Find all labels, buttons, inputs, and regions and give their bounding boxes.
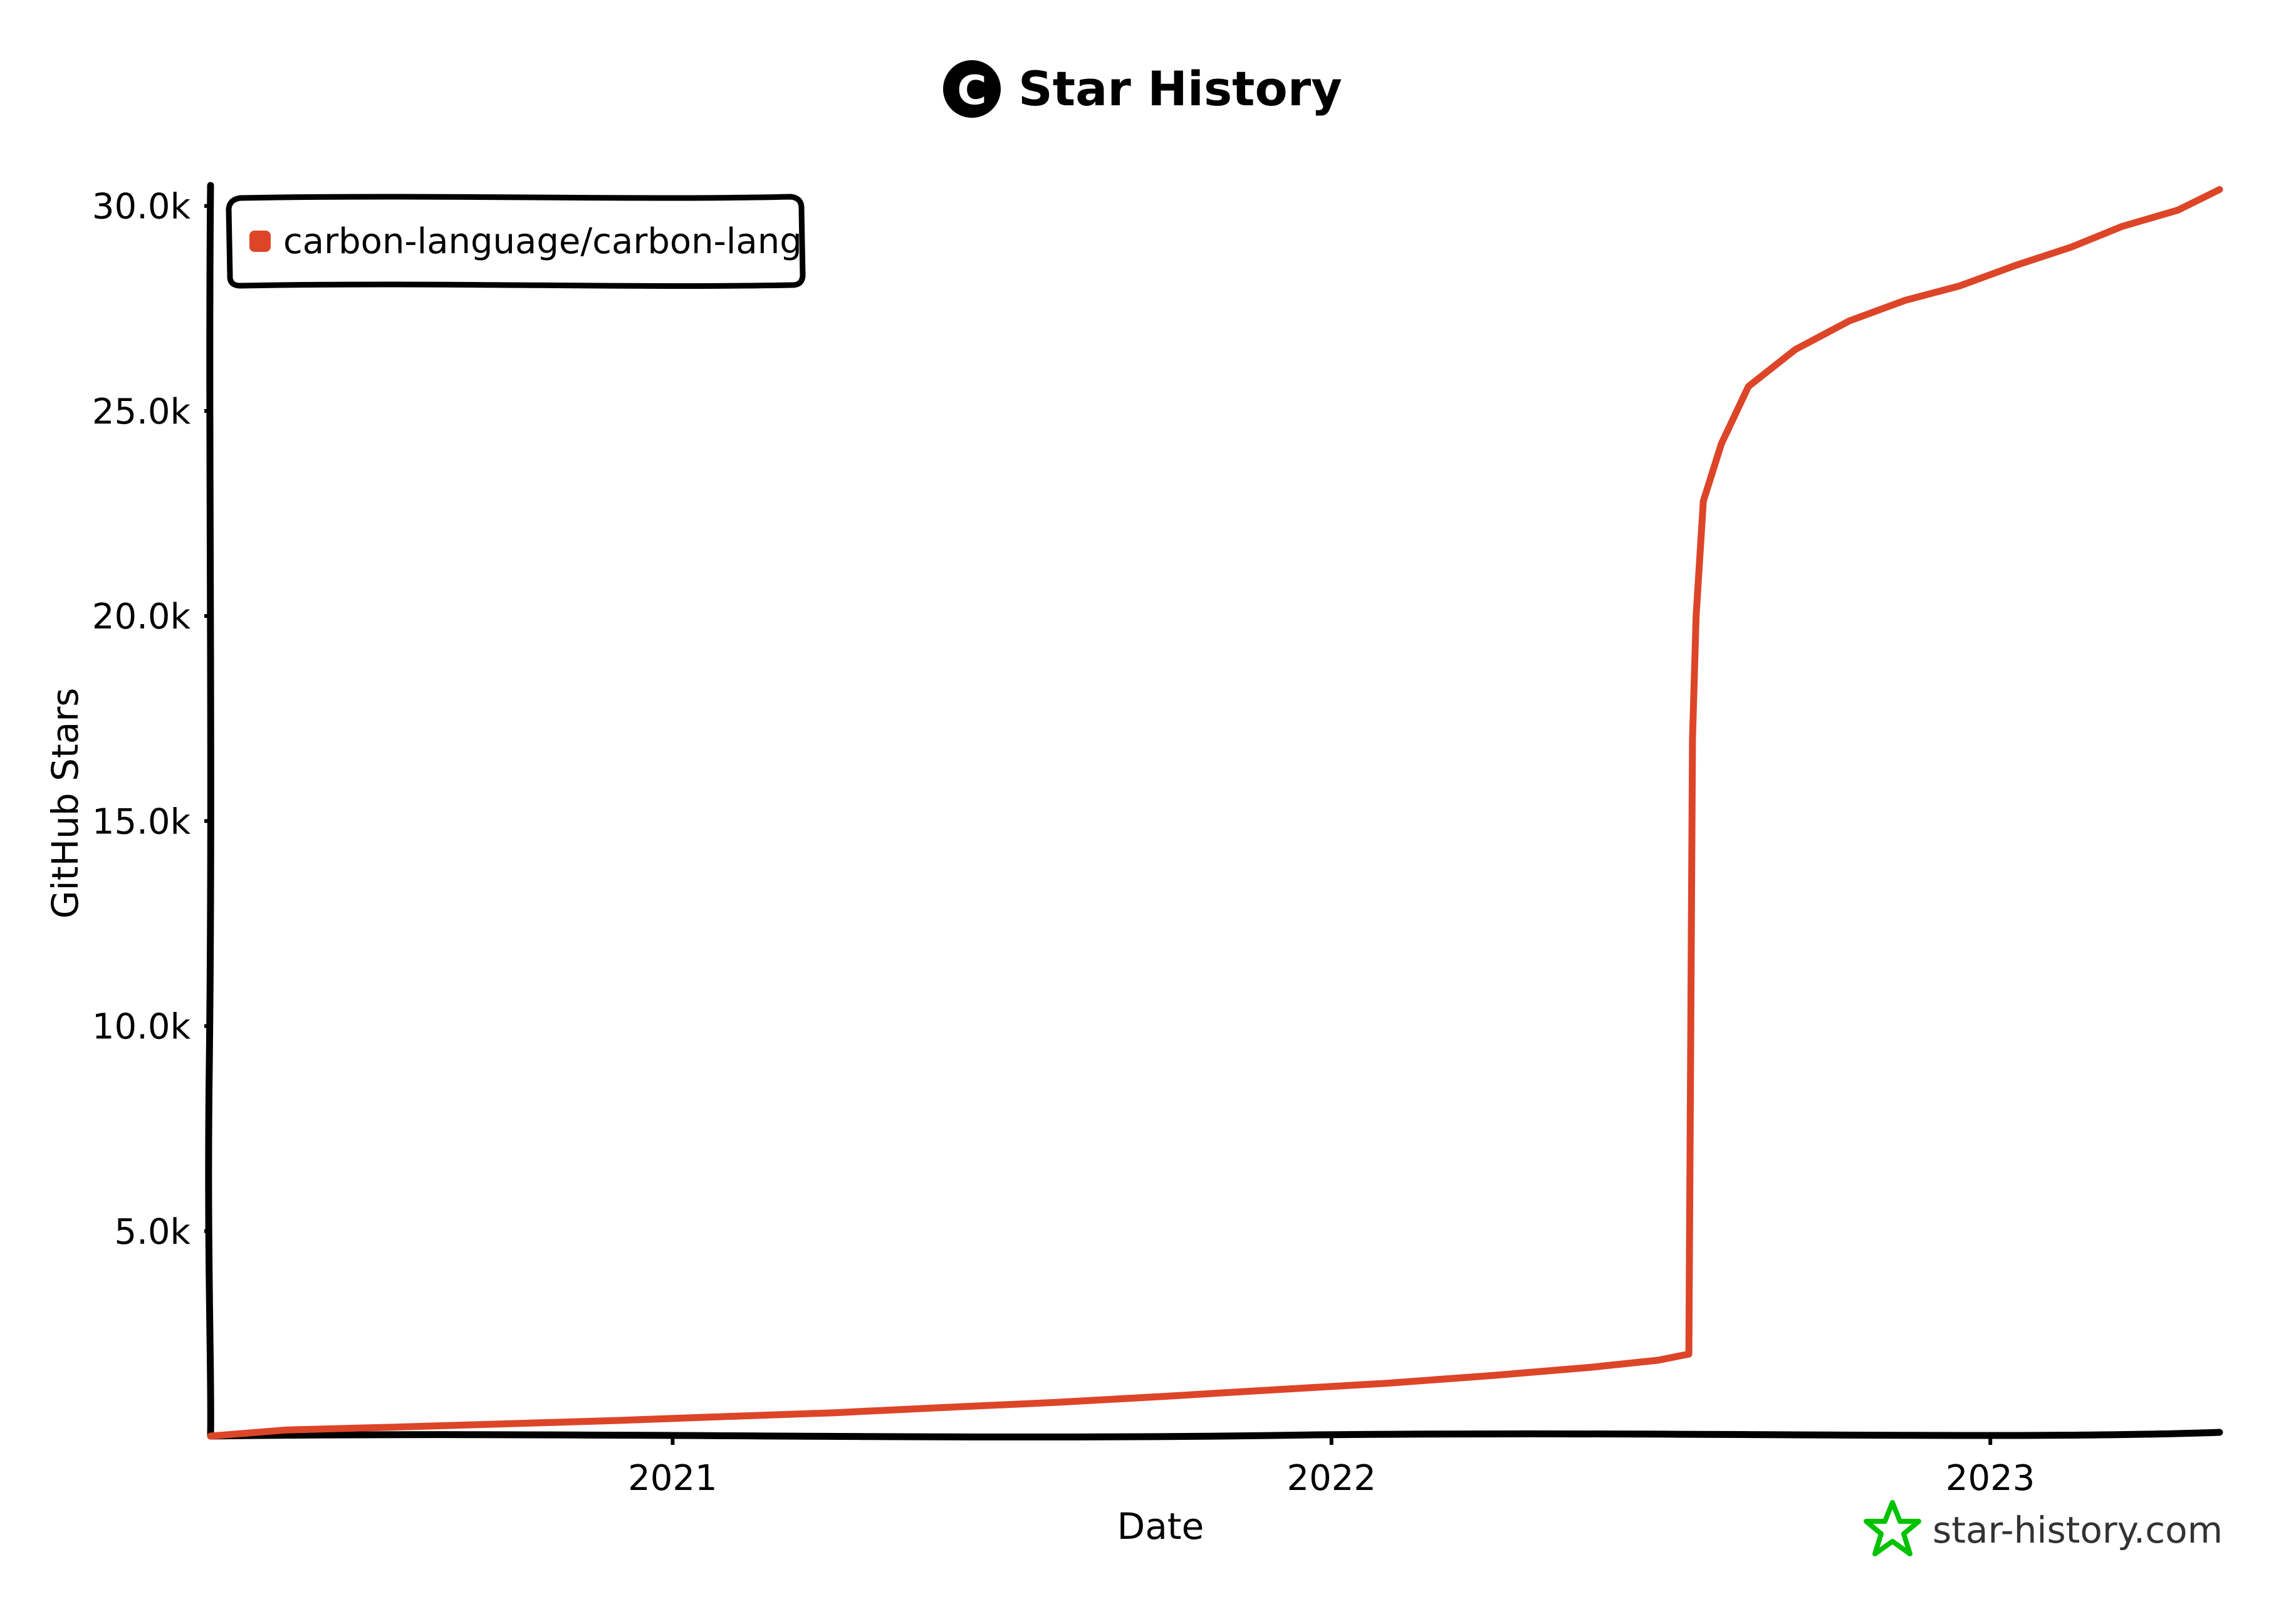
y-axis-title: GitHub Stars	[44, 688, 86, 919]
legend-swatch	[249, 231, 271, 252]
x-axis-title: Date	[1117, 1505, 1204, 1548]
y-tick-label: 5.0k	[115, 1212, 191, 1253]
y-tick-label: 25.0k	[92, 392, 191, 432]
x-tick-label: 2021	[628, 1458, 718, 1499]
legend: carbon-language/carbon-lang	[226, 194, 806, 289]
watermark-text: star-history.com	[1933, 1509, 2223, 1551]
star-icon	[1864, 1500, 1921, 1556]
x-axis-line	[207, 1429, 2223, 1440]
y-axis-line	[205, 182, 214, 1440]
title-avatar-letter: C	[958, 68, 987, 114]
title-text: Star History	[1018, 61, 1342, 117]
y-tick-label: 10.0k	[92, 1007, 191, 1048]
y-axis-ticks: 5.0k 10.0k 15.0k 20.0k 25.0k 30.0k	[92, 187, 211, 1253]
x-axis-ticks: 2021 2022 2023	[628, 1436, 2035, 1499]
series-line-carbon-lang	[207, 186, 2223, 1440]
title-avatar-icon	[943, 60, 1001, 118]
x-tick-label: 2022	[1287, 1458, 1377, 1499]
y-tick-label: 20.0k	[92, 596, 191, 637]
y-tick-label: 30.0k	[92, 187, 191, 227]
chart-title: C Star History	[943, 60, 1342, 118]
x-tick-label: 2023	[1946, 1458, 2035, 1499]
y-tick-label: 15.0k	[92, 801, 191, 842]
watermark: star-history.com	[1864, 1500, 2223, 1556]
legend-label: carbon-language/carbon-lang	[283, 221, 802, 262]
legend-box	[226, 194, 806, 289]
